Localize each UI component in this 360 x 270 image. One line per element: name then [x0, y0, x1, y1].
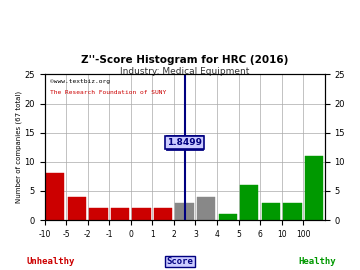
Bar: [197, 197, 215, 220]
Bar: [327, 86, 345, 220]
Y-axis label: Number of companies (67 total): Number of companies (67 total): [15, 91, 22, 203]
Bar: [175, 202, 194, 220]
Bar: [262, 202, 280, 220]
Bar: [89, 208, 108, 220]
Bar: [46, 173, 64, 220]
Bar: [111, 208, 129, 220]
Text: Industry: Medical Equipment: Industry: Medical Equipment: [120, 67, 249, 76]
Text: The Research Foundation of SUNY: The Research Foundation of SUNY: [50, 90, 166, 96]
Text: Healthy: Healthy: [298, 257, 336, 266]
Bar: [305, 156, 323, 220]
Text: Z''-Score Histogram for HRC (2016): Z''-Score Histogram for HRC (2016): [81, 56, 288, 66]
Text: Score: Score: [167, 257, 193, 266]
Text: 1.8499: 1.8499: [167, 138, 202, 147]
Bar: [219, 214, 237, 220]
Bar: [283, 202, 302, 220]
Bar: [240, 185, 258, 220]
Bar: [154, 208, 172, 220]
Bar: [68, 197, 86, 220]
Text: ©www.textbiz.org: ©www.textbiz.org: [50, 79, 110, 84]
Text: Unhealthy: Unhealthy: [26, 257, 75, 266]
Bar: [132, 208, 151, 220]
